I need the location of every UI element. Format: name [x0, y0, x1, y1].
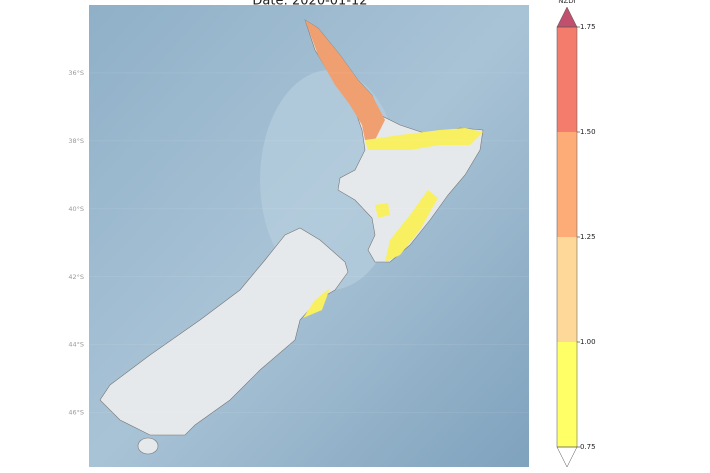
colorbar-segment — [557, 342, 577, 447]
lat-label: 38°S — [68, 137, 84, 145]
colorbar-tick-label: 1.00 — [580, 338, 596, 346]
drought-area — [303, 288, 330, 318]
drought-area — [385, 190, 438, 262]
stewart-island — [137, 437, 159, 455]
colorbar-tick-label: 1.75 — [580, 23, 596, 31]
colorbar-under — [556, 446, 578, 468]
drought-area — [305, 20, 385, 140]
drought-area — [365, 128, 483, 150]
colorbar-tick-label: 1.25 — [580, 233, 596, 241]
lat-label: 36°S — [68, 69, 84, 77]
lat-label: 42°S — [68, 273, 84, 281]
map-title: Date: 2020-01-12 — [252, 0, 367, 9]
colorbar-segment — [557, 237, 577, 342]
colorbar-over — [556, 6, 578, 28]
colorbar-segment — [557, 27, 577, 132]
lat-label: 44°S — [68, 341, 84, 349]
colorbar-tick-label: 1.50 — [580, 128, 596, 136]
drought-area — [375, 203, 390, 218]
lat-label: 40°S — [68, 205, 84, 213]
colorbar-tick-label: 0.75 — [580, 443, 596, 451]
colorbar-segment — [557, 132, 577, 237]
colorbar-title: NZDI — [558, 0, 576, 5]
lat-label: 46°S — [68, 409, 84, 417]
